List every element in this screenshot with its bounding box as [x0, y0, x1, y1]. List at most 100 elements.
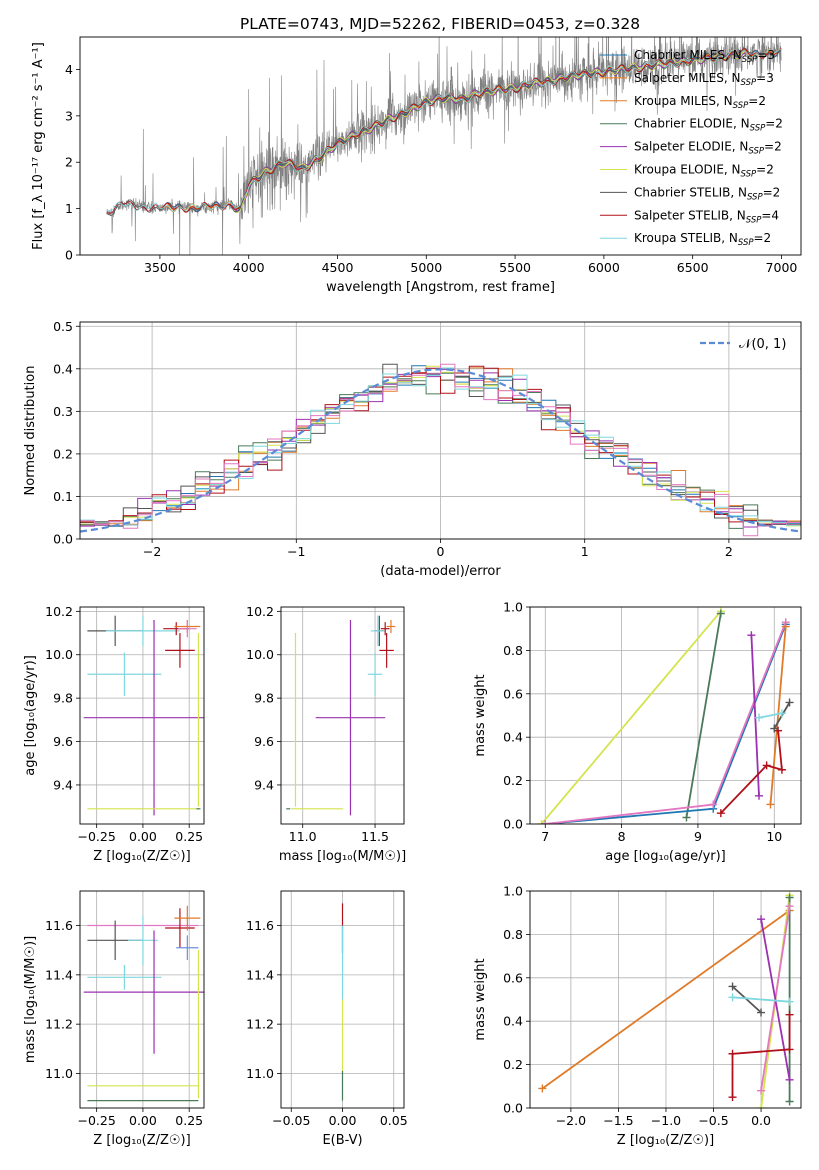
y-axis-label: age [log₁₀(age/yr)]: [23, 655, 38, 776]
panel-spectrum: 3500 4000 4500 5000 5500 6000 6500 7000 0 1 2 3 4 wav…: [31, 36, 802, 295]
x-tick-label: 0.0: [751, 1113, 771, 1128]
model-spectrum-line: [106, 48, 782, 212]
model-spectrum-line: [106, 47, 782, 214]
series-marker: [747, 631, 756, 640]
y-tick-label: 0.8: [503, 927, 523, 942]
series-line: [541, 909, 791, 1090]
plot-area: [286, 615, 396, 816]
series-marker: [757, 1008, 766, 1017]
series-marker: [757, 1086, 766, 1095]
y-axis-label: Flux [f_λ 10⁻¹⁷ erg cm⁻² s⁻¹ A⁻¹]: [31, 42, 46, 250]
x-tick-label: 0.00: [329, 1113, 357, 1128]
y-tick-label: 11.0: [246, 1066, 274, 1081]
y-tick-label: 0.4: [53, 361, 73, 376]
legend-entry: Salpeter MILES, NSSP=3: [634, 71, 774, 88]
series-marker: [728, 993, 737, 1002]
x-tick-label: −0.5: [698, 1113, 728, 1128]
y-tick-label: 9.4: [254, 777, 274, 792]
panel-age-vs-Z: −0.25 0.00 0.25 9.4 9.6 9.8 10.0 10.2 Z [log₁₀(Z…: [23, 604, 205, 864]
series-marker: [537, 820, 546, 824]
x-tick-label: −0.25: [78, 829, 116, 844]
y-tick-label: 11.4: [45, 967, 73, 982]
y-tick-label: 11.2: [246, 1017, 274, 1032]
panel-mass-vs-ebv: −0.05 0.00 0.05 11.0 11.2 11.4 11.6 E(B-V): [246, 890, 408, 1148]
x-axis-label: age [log₁₀(age/yr)]: [605, 849, 726, 864]
observed-spectrum: [106, 37, 782, 255]
axes-frame: [79, 321, 802, 540]
series-marker: [781, 622, 790, 631]
x-axis-label: Z [log₁₀(Z/Z☉)]: [93, 1133, 190, 1148]
plot-area: [537, 607, 794, 824]
y-tick-label: 0.4: [503, 730, 523, 745]
series-marker: [785, 902, 794, 911]
grid-lines: [281, 607, 404, 824]
axes-frame: [280, 606, 405, 825]
y-tick-label: 0.2: [503, 1057, 523, 1072]
y-tick-label: 10.2: [246, 604, 274, 619]
y-tick-label: 10.0: [246, 647, 274, 662]
y-axis-label: mass weight: [473, 958, 488, 1040]
y-tick-label: 0.0: [53, 532, 73, 547]
y-tick-label: 10.0: [45, 647, 73, 662]
x-tick-label: 0.05: [380, 1113, 408, 1128]
model-spectrum-line: [230, 50, 746, 209]
x-tick-label: 8: [618, 829, 626, 844]
series-line: [685, 613, 722, 818]
plot-area: [80, 363, 801, 537]
y-tick-label: 0.2: [53, 446, 73, 461]
y-tick-label: 4: [65, 62, 73, 77]
x-tick-label: 2: [725, 544, 733, 559]
x-tick-label: −0.05: [272, 1113, 310, 1128]
y-tick-label: 11.0: [45, 1066, 73, 1081]
axes-frame: [79, 36, 802, 256]
series-marker: [728, 1093, 737, 1102]
x-axis-label: (data-model)/error: [380, 564, 501, 579]
y-tick-label: 11.4: [246, 967, 274, 982]
legend-entry: Kroupa MILES, NSSP=2: [634, 94, 766, 111]
x-tick-label: −1: [287, 544, 305, 559]
series-marker: [785, 698, 794, 707]
axes-frame: [529, 890, 802, 1109]
y-tick-label: 1.0: [503, 884, 523, 899]
x-tick-label: 5500: [499, 260, 531, 275]
y-tick-label: 9.4: [53, 777, 73, 792]
x-tick-label: 4000: [233, 260, 265, 275]
grid-lines: [80, 607, 204, 824]
x-tick-label: 0.00: [129, 1113, 157, 1128]
panel-age-vs-mass: 11.0 11.5 9.4 9.6 9.8 10.0 10.2 mass [log₁₀(M/M…: [246, 604, 406, 864]
series-marker: [728, 1049, 737, 1058]
series-marker: [762, 761, 771, 770]
series-marker: [777, 765, 786, 774]
axes-frame: [529, 606, 802, 825]
x-tick-label: 6500: [677, 260, 709, 275]
x-axis-label: wavelength [Angstrom, rest frame]: [326, 280, 555, 295]
series-line: [545, 624, 787, 824]
y-tick-label: 0.1: [53, 489, 73, 504]
grid-lines: [80, 891, 204, 1108]
panel-mass-vs-Z: −0.25 0.00 0.25 11.0 11.2 11.4 11.6 Z [log₁₀(Z/…: [23, 890, 205, 1148]
axes-frame: [79, 890, 205, 1109]
series-line: [732, 996, 790, 1003]
series-line: [760, 919, 791, 1080]
series-marker: [770, 724, 779, 733]
y-tick-label: 0.3: [53, 404, 73, 419]
y-tick-label: 0.6: [503, 970, 523, 985]
normal-curve: [80, 368, 801, 533]
x-tick-label: −0.25: [78, 1113, 116, 1128]
series-marker: [766, 800, 775, 809]
x-tick-label: 10: [766, 829, 782, 844]
series-line: [720, 730, 783, 814]
series-line: [540, 610, 722, 824]
model-spectrum-line: [230, 51, 746, 212]
series-marker: [728, 982, 737, 991]
x-tick-label: −2.0: [556, 1113, 586, 1128]
y-tick-label: 0.5: [53, 319, 73, 334]
x-axis-label: Z [log₁₀(Z/Z☉)]: [617, 1133, 714, 1148]
grid-lines: [80, 322, 801, 540]
series-marker: [755, 791, 764, 800]
series-line: [758, 712, 783, 719]
series-line: [545, 621, 787, 824]
y-tick-label: 0.0: [503, 1101, 523, 1116]
x-tick-label: 11.0: [289, 829, 317, 844]
